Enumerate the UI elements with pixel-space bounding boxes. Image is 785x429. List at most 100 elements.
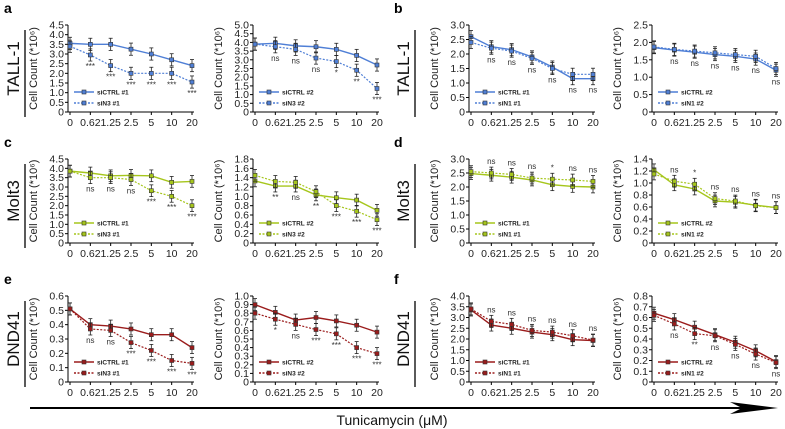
- data-point: [733, 342, 738, 347]
- arrow-head-icon: [730, 402, 778, 414]
- data-point: [334, 47, 339, 52]
- data-point: [334, 318, 339, 324]
- x-tick-label: 2.5: [309, 248, 324, 260]
- y-tick-label: 0.5: [49, 305, 64, 317]
- data-point: [189, 79, 195, 85]
- data-point: [108, 42, 113, 47]
- y-tick-label: 4.0: [49, 163, 64, 175]
- legend-marker: [81, 89, 87, 95]
- x-tick-label: 10: [351, 117, 363, 129]
- y-tick-label: 0: [58, 238, 64, 250]
- panel-letter: e: [4, 271, 12, 287]
- y-tick-label: 3.5: [49, 172, 64, 184]
- chart-e-2: 00.10.20.30.40.50.60.70.80.91.0 0 0.62 1.25…: [213, 291, 383, 400]
- legend-label: siN1 #1: [498, 101, 521, 108]
- data-point: [334, 203, 339, 208]
- y-tick-label: 1.5: [450, 63, 465, 75]
- data-point: [149, 173, 154, 179]
- y-tick-label: 4.5: [49, 154, 64, 166]
- y-tick-label: 1.5: [450, 196, 465, 208]
- data-point: [550, 66, 555, 71]
- y-tick-label: 0.5: [450, 92, 465, 104]
- significance-label: ns: [487, 305, 495, 314]
- significance-label: *: [551, 163, 554, 172]
- x-tick-label: 0.62: [481, 117, 502, 129]
- significance-label: ***: [167, 80, 176, 89]
- data-point: [550, 329, 555, 335]
- panel-letter: c: [4, 134, 12, 150]
- chart-f-2: 00.10.20.30.40.50.60.70.8 0 0.62 1.25 2.5 5 10…: [612, 291, 782, 400]
- data-point: [773, 205, 779, 210]
- data-point: [529, 328, 535, 333]
- x-tick-label: 1.25: [285, 248, 306, 260]
- significance-label: ***: [311, 337, 320, 346]
- data-point: [252, 41, 258, 47]
- legend-label: siCTRL #2: [681, 221, 713, 228]
- data-point: [149, 71, 154, 76]
- x-tick-label: 0.62: [80, 117, 101, 129]
- legend-marker: [266, 231, 272, 237]
- y-tick-label: 0: [642, 107, 648, 119]
- data-point: [374, 351, 380, 356]
- y-tick-label: 1.0: [49, 219, 64, 231]
- cell-line-label: TALL-1: [394, 41, 413, 96]
- significance-label: ns: [589, 324, 597, 333]
- significance-label: ns: [528, 162, 536, 171]
- y-axis-label: Cell Count (*10⁶): [28, 160, 40, 243]
- x-tick-label: 5: [549, 117, 555, 129]
- x-tick-label: 20: [770, 248, 782, 260]
- chart-d-1: 00.51.01.52.02.53.00 0.62 1.25 2.5 5 10 20Cell…: [429, 154, 599, 261]
- significance-label: ***: [187, 89, 196, 98]
- data-point: [354, 208, 359, 214]
- x-tick-label: 20: [770, 117, 782, 129]
- x-tick-label: 1.25: [684, 248, 705, 260]
- x-tick-label: 0: [67, 387, 73, 399]
- y-tick-label: 0.9: [234, 299, 249, 311]
- x-tick-label: 20: [186, 117, 198, 129]
- y-tick-label: 0.6: [633, 312, 648, 324]
- x-tick-label: 2.5: [525, 117, 540, 129]
- y-axis-label: Cell Count (*10⁶): [612, 160, 624, 243]
- significance-label: ***: [86, 62, 95, 71]
- y-tick-label: 0.1: [234, 368, 249, 380]
- cell-line-label: DND41: [4, 311, 23, 367]
- y-tick-label: 2.0: [450, 334, 465, 346]
- y-tick-label: 0.2: [633, 355, 648, 367]
- significance-label: ns: [548, 316, 556, 325]
- significance-label: ns: [589, 166, 597, 175]
- data-point: [692, 331, 697, 336]
- y-tick-label: 0.5: [234, 334, 249, 346]
- data-point: [88, 326, 93, 332]
- y-tick-label: 0.1: [633, 366, 648, 378]
- panel-letter: d: [394, 134, 403, 150]
- legend-marker: [81, 370, 87, 376]
- chart-c-1: 00.51.01.52.02.53.03.54.04.50 0.62 1.25 2.5…: [28, 154, 198, 261]
- y-tick-label: 2.5: [450, 168, 465, 180]
- x-tick-label: 0: [651, 387, 657, 399]
- x-tick-label: 2.5: [309, 117, 324, 129]
- x-tick-label: 10: [351, 387, 363, 399]
- significance-label: *: [335, 69, 338, 78]
- y-tick-label: 1.5: [49, 210, 64, 222]
- legend-label: siCTRL #2: [282, 221, 314, 228]
- data-point: [550, 176, 555, 182]
- y-tick-label: 2.5: [234, 63, 249, 75]
- significance-label: ns: [106, 337, 114, 346]
- x-tick-label: 0: [651, 248, 657, 260]
- x-tick-label: 0: [468, 117, 474, 129]
- significance-label: ns: [568, 320, 576, 329]
- y-tick-label: 0.5: [234, 98, 249, 110]
- x-tick-label: 0.62: [265, 117, 286, 129]
- x-tick-label: 0.62: [664, 248, 685, 260]
- significance-label: **: [692, 341, 698, 350]
- x-tick-label: 0.62: [265, 387, 286, 399]
- chart-a-2: 00.51.01.52.02.53.03.54.04.55.00 0.62 1.25…: [213, 20, 383, 130]
- significance-label: ***: [372, 227, 381, 236]
- y-axis-label: Cell Count (*10⁶): [213, 298, 225, 381]
- y-axis-label: Cell Count (*10⁶): [213, 27, 225, 110]
- data-point: [293, 322, 298, 327]
- legend-marker: [665, 220, 671, 226]
- data-point: [570, 177, 575, 183]
- y-tick-label: 0.5: [450, 366, 465, 378]
